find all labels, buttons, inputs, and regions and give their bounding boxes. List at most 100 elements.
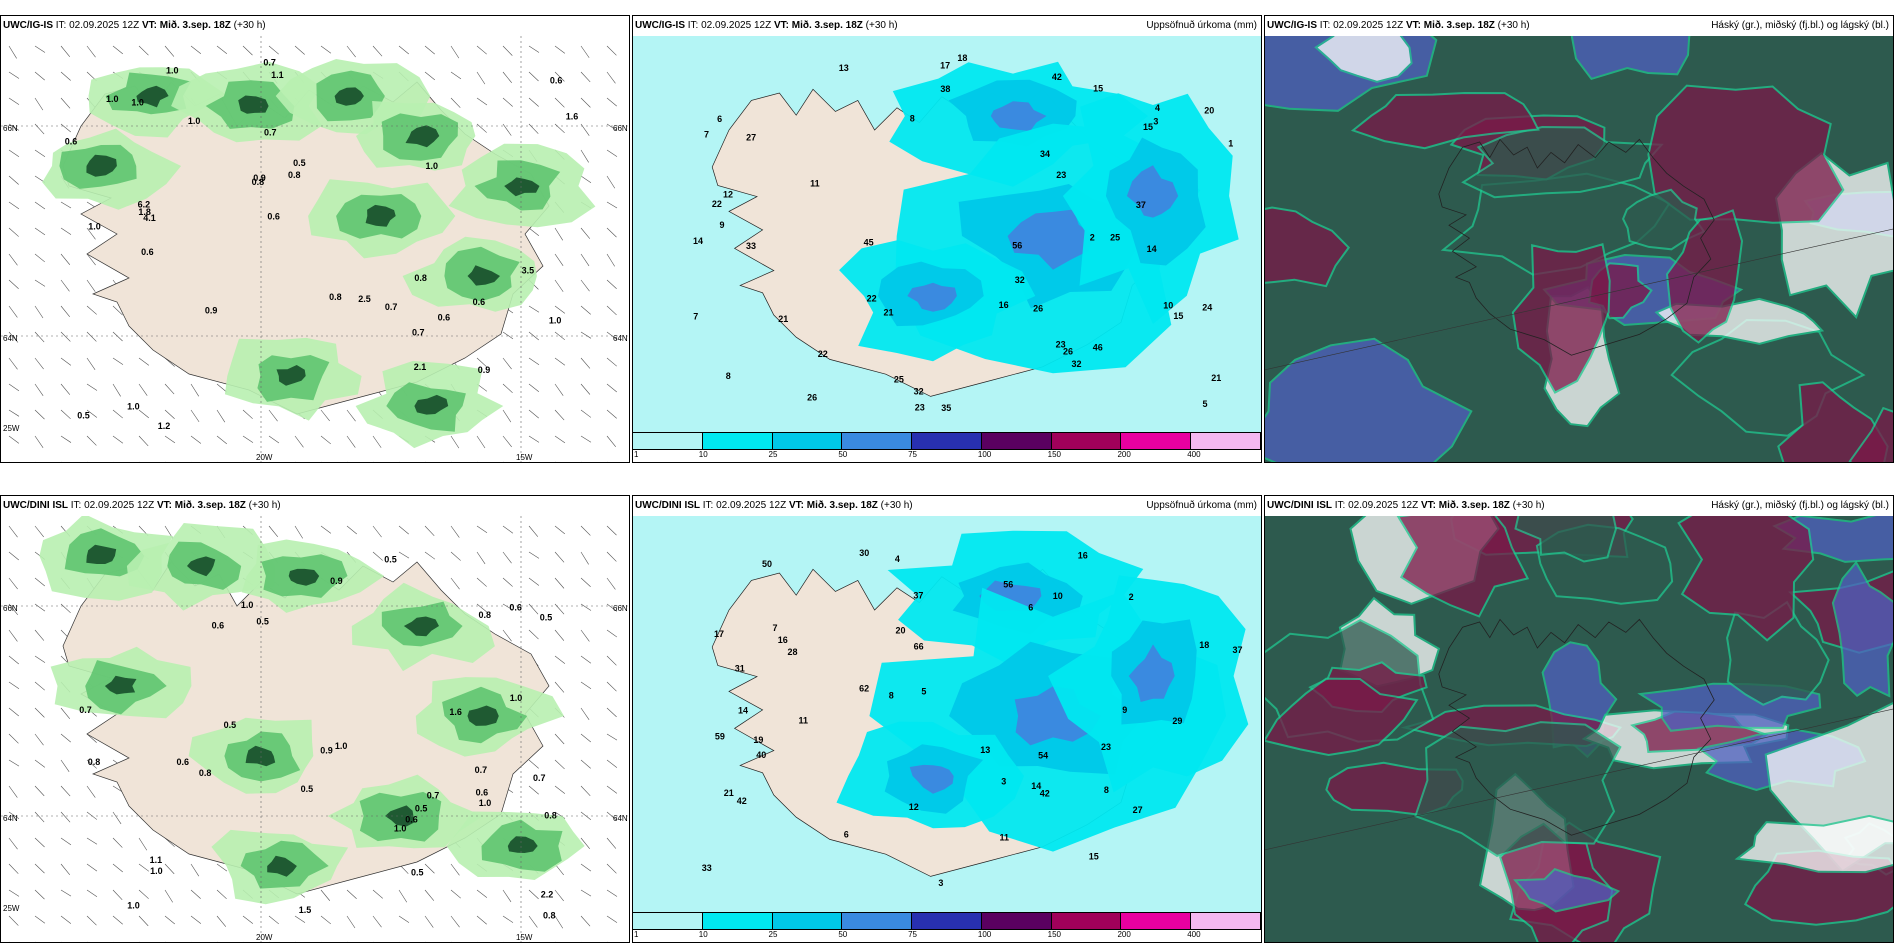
accum-value-label: 11 bbox=[799, 716, 809, 726]
accum-value-label: 26 bbox=[1033, 304, 1043, 314]
accum-value-label: 1 bbox=[1228, 138, 1233, 148]
accum-value-label: 37 bbox=[1233, 645, 1243, 655]
accum-value-label: 3 bbox=[1001, 777, 1006, 787]
precip-value-label: 1.1 bbox=[271, 70, 284, 80]
accum-value-label: 5 bbox=[1203, 399, 1208, 409]
cloud-layers bbox=[1265, 516, 1893, 942]
accum-value-label: 9 bbox=[1122, 705, 1127, 715]
precip-value-label: 1.0 bbox=[127, 402, 140, 412]
accum-value-label: 32 bbox=[914, 387, 924, 397]
colorbar-tick-label: 25 bbox=[768, 450, 778, 459]
accum-value-label: 6 bbox=[844, 830, 849, 840]
accum-value-label: 28 bbox=[788, 647, 798, 657]
colorbar-tick-label: 100 bbox=[977, 450, 992, 459]
colorbar: 1 10 25 50 75 100 150 200 400 bbox=[633, 432, 1261, 462]
precip-value-label: 0.7 bbox=[412, 328, 425, 338]
accum-value-label: 37 bbox=[913, 590, 923, 600]
precip-value-label: 1.0 bbox=[127, 901, 140, 911]
precip-value-label: 1.0 bbox=[426, 161, 439, 171]
precip-value-label: 0.5 bbox=[415, 804, 428, 814]
accum-value-label: 40 bbox=[756, 750, 766, 760]
panel-title: Háský (gr.), miðský (fj.bl.) og lágský (… bbox=[1711, 500, 1889, 511]
graticule bbox=[1, 36, 629, 462]
precip-value-label: 0.7 bbox=[263, 58, 276, 68]
accum-value-label: 25 bbox=[894, 375, 904, 385]
accum-value-label: 3 bbox=[1153, 116, 1158, 126]
accum-value-label: 11 bbox=[1000, 833, 1010, 843]
precip-value-label: 1.0 bbox=[241, 600, 254, 610]
colorbar-tick-label: 400 bbox=[1187, 450, 1201, 459]
accum-value-label: 25 bbox=[1110, 233, 1120, 243]
precip-value-label: 0.6 bbox=[267, 212, 280, 222]
panel-header: UWC/IG-IS IT: 02.09.2025 12Z VT: Mið. 3.… bbox=[635, 20, 898, 31]
precip-value-label: 1.0 bbox=[188, 116, 201, 126]
accum-value-label: 56 bbox=[1012, 241, 1022, 251]
accum-value-label: 21 bbox=[884, 307, 894, 317]
precip-value-label: 0.7 bbox=[264, 127, 277, 137]
panel-title: Uppsöfnuð úrkoma (mm) bbox=[1146, 500, 1257, 511]
colorbar-tick-label: 200 bbox=[1117, 450, 1131, 459]
accum-value-label: 42 bbox=[737, 796, 747, 806]
accum-value-label: 62 bbox=[859, 684, 869, 694]
accum-value-label: 9 bbox=[720, 220, 725, 230]
accum-value-label: 4 bbox=[1155, 103, 1160, 113]
accum-value-label: 16 bbox=[778, 635, 788, 645]
accum-value-label: 35 bbox=[941, 403, 951, 413]
graticule-label: 64N bbox=[613, 814, 628, 823]
panel-igis-hourly: UWC/IG-IS IT: 02.09.2025 12Z VT: Mið. 3.… bbox=[0, 15, 630, 463]
accum-value-label: 6 bbox=[1028, 603, 1033, 613]
precip-value-label: 0.6 bbox=[65, 137, 78, 147]
colorbar-tick-label: 150 bbox=[1047, 930, 1062, 939]
accum-value-label: 15 bbox=[1143, 122, 1153, 132]
precip-value-label: 0.5 bbox=[540, 612, 553, 622]
graticule-label: 25W bbox=[3, 424, 20, 433]
hourly-precip-map: 66N 64N 25W 20W 15W 66N 64N 0.9 0.7 0.6 0.9 1.0 2.5 1… bbox=[1, 36, 629, 462]
colorbar-tick-label: 10 bbox=[698, 930, 708, 939]
graticule-label: 20W bbox=[256, 453, 273, 462]
precip-value-label: 1.6 bbox=[566, 111, 579, 121]
accum-value-label: 6 bbox=[717, 114, 722, 124]
panel-header: UWC/IG-IS IT: 02.09.2025 12Z VT: Mið. 3.… bbox=[3, 20, 266, 31]
accum-value-label: 3 bbox=[938, 878, 943, 888]
colorbar-tick-label: 75 bbox=[908, 450, 918, 459]
panel-igis-cloud: UWC/IG-IS IT: 02.09.2025 12Z VT: Mið. 3.… bbox=[1264, 15, 1894, 463]
accum-value-label: 14 bbox=[738, 705, 748, 715]
accum-value-label: 5 bbox=[921, 686, 926, 696]
precip-value-label: 0.8 bbox=[88, 757, 101, 767]
precip-value-label: 0.7 bbox=[79, 705, 92, 715]
accum-value-label: 46 bbox=[1093, 342, 1103, 352]
accum-value-label: 22 bbox=[712, 199, 722, 209]
panel-header: UWC/IG-IS IT: 02.09.2025 12Z VT: Mið. 3.… bbox=[1267, 20, 1530, 31]
graticule-label: 20W bbox=[256, 933, 273, 942]
precip-value-label: 0.6 bbox=[509, 602, 522, 612]
colorbar-swatch bbox=[912, 913, 982, 929]
precip-value-label: 0.5 bbox=[256, 616, 269, 626]
precip-value-label: 0.8 bbox=[544, 811, 557, 821]
precip-value-label: 1.0 bbox=[106, 94, 119, 104]
accum-value-label: 30 bbox=[859, 548, 869, 558]
graticule-label: 66N bbox=[3, 124, 18, 133]
precip-value-label: 0.6 bbox=[212, 621, 225, 631]
graticule-label: 66N bbox=[613, 124, 628, 133]
accum-value-label: 23 bbox=[1056, 339, 1066, 349]
accum-value-label: 32 bbox=[1072, 359, 1082, 369]
accum-value-label: 13 bbox=[839, 63, 849, 73]
precip-value-label: 0.8 bbox=[288, 170, 301, 180]
precip-value-label: 0.6 bbox=[473, 297, 486, 307]
accum-value-label: 20 bbox=[1204, 105, 1214, 115]
precip-value-label: 1.0 bbox=[335, 741, 348, 751]
precip-value-label: 0.6 bbox=[476, 787, 489, 797]
colorbar-swatch bbox=[1051, 913, 1122, 929]
panel-dini-hourly: UWC/DINI ISL IT: 02.09.2025 12Z VT: Mið.… bbox=[0, 495, 630, 943]
graticule-label: 66N bbox=[613, 604, 628, 613]
precip-value-label: 0.6 bbox=[550, 75, 563, 85]
colorbar-tick-label: 75 bbox=[908, 930, 918, 939]
accum-value-label: 24 bbox=[1202, 303, 1212, 313]
precip-value-label: 3.5 bbox=[522, 265, 535, 275]
accum-value-label: 26 bbox=[1063, 346, 1073, 356]
accum-value-label: 8 bbox=[889, 691, 894, 701]
accum-value-label: 2 bbox=[1129, 592, 1134, 602]
precip-value-label: 1.5 bbox=[299, 905, 312, 915]
precip-value-label: 0.9 bbox=[320, 746, 333, 756]
colorbar-swatch bbox=[1121, 913, 1192, 929]
